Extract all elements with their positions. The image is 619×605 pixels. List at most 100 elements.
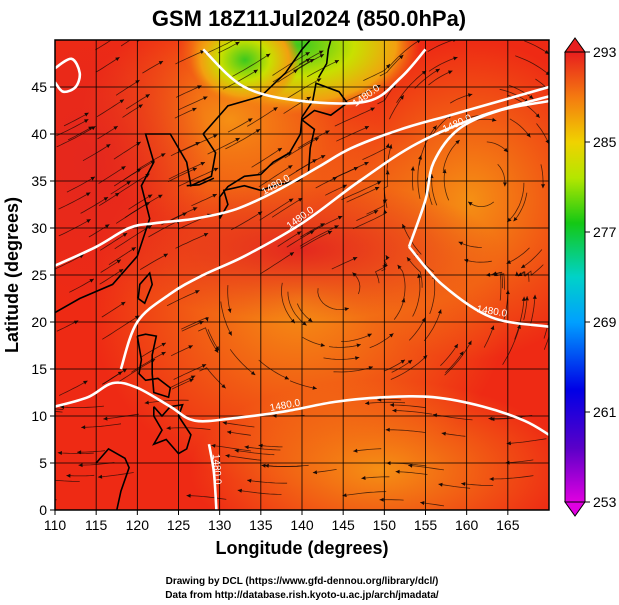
streamlines <box>55 40 549 507</box>
streamline <box>342 491 387 497</box>
streamline-arrow <box>115 57 120 61</box>
streamline-arrow <box>421 317 426 323</box>
streamline <box>99 232 128 251</box>
streamline-arrow <box>402 224 406 229</box>
contour-line <box>55 381 549 436</box>
streamline <box>505 459 534 464</box>
streamline <box>298 50 324 65</box>
streamline <box>431 173 438 206</box>
colorbar-tick-label: 253 <box>593 494 617 510</box>
streamline-arrow <box>253 69 258 74</box>
coast-sakhalin <box>317 40 332 79</box>
streamline-arrow <box>334 225 339 229</box>
streamline <box>323 357 360 360</box>
x-tick-label: 140 <box>290 517 314 533</box>
streamline-arrow <box>461 482 466 486</box>
streamline <box>101 301 126 318</box>
streamline-arrow <box>373 210 379 214</box>
streamline-arrow <box>435 68 440 73</box>
streamline-arrow <box>78 463 83 468</box>
contour-line <box>207 443 218 510</box>
streamline-arrow <box>84 119 89 123</box>
streamline-arrow <box>265 53 271 58</box>
streamline <box>191 193 218 207</box>
streamline-arrow <box>288 198 294 203</box>
streamline-arrow <box>327 231 333 235</box>
x-tick-label: 120 <box>126 517 150 533</box>
y-tick-label: 40 <box>31 126 47 142</box>
streamline <box>442 139 460 172</box>
x-tick-label: 125 <box>167 517 191 533</box>
streamline-arrow <box>365 401 370 406</box>
streamline-arrow <box>119 99 124 104</box>
streamline <box>428 56 458 72</box>
streamline <box>260 251 295 275</box>
streamline-arrow <box>342 493 347 498</box>
streamline-arrow <box>203 96 208 101</box>
streamline <box>113 141 142 160</box>
streamline-arrow <box>237 488 242 493</box>
streamline-arrow <box>289 252 294 257</box>
streamline <box>438 483 471 489</box>
streamline-arrow <box>104 224 110 229</box>
streamline <box>117 358 156 383</box>
streamline <box>449 93 473 104</box>
streamline-arrow <box>195 290 200 294</box>
streamline <box>306 59 340 78</box>
streamline <box>232 53 271 77</box>
streamline-arrow <box>325 130 330 135</box>
streamline <box>381 255 389 272</box>
colorbar-tick-label: 269 <box>593 314 617 330</box>
coast-japan <box>218 82 349 220</box>
streamline <box>57 452 94 454</box>
x-tick-label: 130 <box>208 517 232 533</box>
streamline <box>386 144 392 173</box>
streamline-arrow <box>374 187 380 191</box>
streamline <box>66 474 95 477</box>
streamline <box>369 333 394 349</box>
streamline <box>225 455 262 461</box>
streamline <box>543 317 549 339</box>
streamline <box>414 68 441 89</box>
streamline <box>59 380 88 396</box>
streamline <box>445 351 464 373</box>
contour-line <box>119 95 549 370</box>
streamline-arrow <box>145 202 150 206</box>
streamline-arrow <box>66 473 71 478</box>
streamline-arrow <box>84 112 89 117</box>
streamline-arrow <box>89 278 94 283</box>
streamline-arrow <box>541 184 546 189</box>
streamline <box>230 211 263 231</box>
y-tick-label: 0 <box>39 502 47 518</box>
streamline <box>443 169 450 201</box>
colorbar-tick-label: 277 <box>593 224 617 240</box>
streamline-arrow <box>57 451 62 455</box>
x-tick-label: 110 <box>44 517 67 533</box>
streamline-arrow <box>364 162 369 166</box>
x-tick-label: 155 <box>414 517 438 533</box>
streamline <box>429 274 436 315</box>
streamline-arrow <box>385 427 390 432</box>
streamline <box>352 209 386 230</box>
streamline <box>122 104 143 118</box>
streamline <box>225 128 261 150</box>
streamline-arrow <box>401 298 406 303</box>
streamline <box>55 254 84 270</box>
streamline-arrow <box>513 217 518 222</box>
streamline-arrow <box>418 155 422 160</box>
streamline <box>118 173 150 194</box>
y-tick-label: 30 <box>31 220 47 236</box>
streamline <box>88 224 110 238</box>
streamline <box>389 404 426 409</box>
streamline <box>300 230 333 249</box>
streamline-arrow <box>312 385 317 390</box>
streamline-arrow <box>320 223 325 228</box>
streamline <box>385 429 426 433</box>
streamline-arrow <box>221 384 226 389</box>
streamline-arrow <box>468 201 473 206</box>
streamline-arrow <box>211 443 216 448</box>
streamline <box>222 69 259 90</box>
x-axis-ticks: 110 115 120 125 130 135 140 145 150 155 160 165 <box>44 510 520 533</box>
streamline-arrow <box>312 159 317 163</box>
streamline <box>55 499 57 501</box>
